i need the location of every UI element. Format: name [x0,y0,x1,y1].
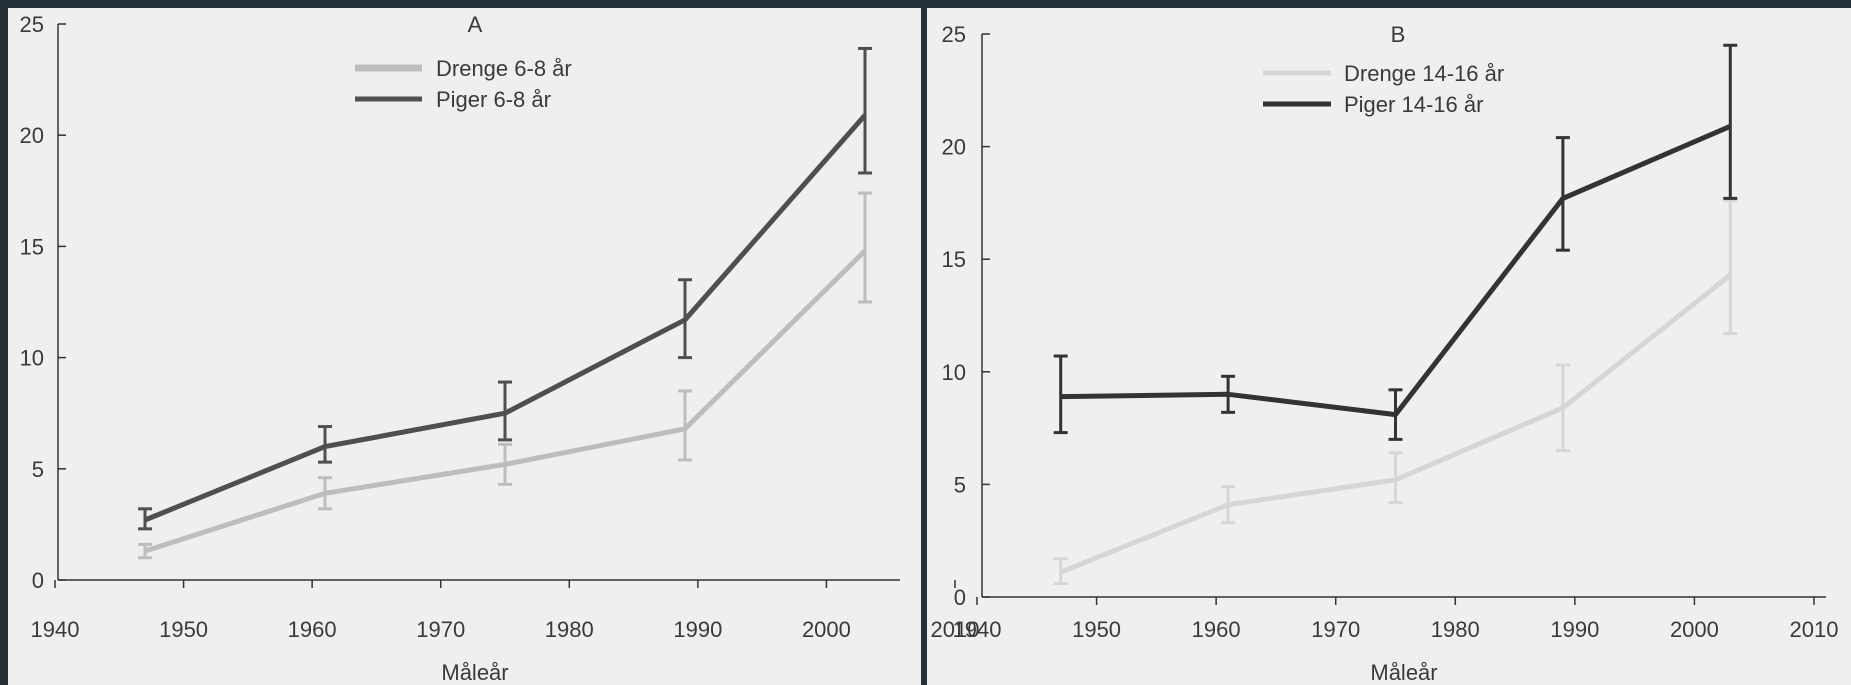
chart-a-title: A [468,12,483,37]
chart-b-y-tick-label: 15 [942,247,966,272]
chart-b: B Måleår Drenge 14-16 år Piger 14-16 år … [942,22,1839,685]
chart-a-legend-label-piger: Piger 6-8 år [436,87,551,112]
chart-b-y-tick-label: 10 [942,360,966,385]
chart-a-x-tick-label: 1980 [545,617,594,642]
chart-b-x-axis-label: Måleår [1370,660,1437,685]
chart-b-x-tick-label: 1950 [1072,617,1121,642]
chart-b-title: B [1391,22,1406,47]
chart-b-x-tick-label: 1940 [953,617,1002,642]
chart-b-x-tick-label: 2010 [1790,617,1839,642]
chart-b-y-tick-label: 0 [954,585,966,610]
chart-a-x-tick-label: 1970 [416,617,465,642]
chart-b-y-tick-label: 20 [942,135,966,160]
chart-a-legend-label-drenge: Drenge 6-8 år [436,56,572,81]
chart-b-background [927,8,1851,685]
chart-a-y-tick-label: 10 [20,346,44,371]
chart-b-y-tick-label: 5 [954,472,966,497]
chart-a-y-tick-label: 20 [20,123,44,148]
chart-a-x-tick-label: 2010 [931,617,980,642]
chart-b-x-tick-label: 2000 [1670,617,1719,642]
chart-b-legend: Drenge 14-16 år Piger 14-16 år [1263,61,1504,117]
chart-b-x-tick-label: 1970 [1311,617,1360,642]
chart-a: A Måleår Drenge 6-8 år Piger 6-8 år 0 5 10… [20,12,980,685]
chart-b-legend-label-drenge: Drenge 14-16 år [1344,61,1504,86]
chart-b-x-tick-label: 1990 [1550,617,1599,642]
chart-a-x-tick-label: 1950 [159,617,208,642]
chart-a-x-tick-label: 2000 [802,617,851,642]
chart-b-y-tick-label: 25 [942,22,966,47]
chart-a-x-axis-label: Måleår [441,660,508,685]
chart-a-y-tick-label: 25 [20,12,44,37]
chart-a-x-tick-label: 1960 [288,617,337,642]
chart-b-legend-label-piger: Piger 14-16 år [1344,92,1483,117]
chart-a-y-tick-label: 0 [32,568,44,593]
chart-b-x-tick-label: 1980 [1431,617,1480,642]
chart-a-legend: Drenge 6-8 år Piger 6-8 år [355,56,572,112]
chart-b-x-tick-label: 1960 [1192,617,1241,642]
chart-a-x-tick-label: 1990 [673,617,722,642]
chart-a-x-tick-label: 1940 [31,617,80,642]
chart-a-y-tick-label: 15 [20,234,44,259]
chart-a-y-tick-label: 5 [32,457,44,482]
